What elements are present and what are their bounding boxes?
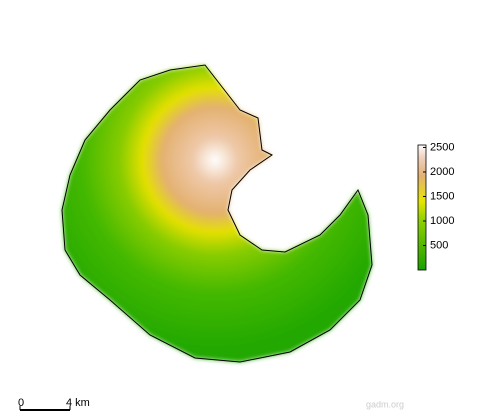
island-outline [61,64,373,363]
legend-tick-label: 500 [430,239,448,251]
island-elevation [62,65,372,362]
legend-tick-label: 2500 [430,141,454,153]
legend-tick-label: 2000 [430,166,454,178]
scale-end: 4 km [66,397,90,409]
legend-tick-label: 1000 [430,215,454,227]
color-bar [417,144,427,271]
legend: 500 1000 1500 2000 2500 [417,141,454,271]
scale-start: 0 [18,397,24,409]
legend-tick-label: 1500 [430,190,454,202]
source: gadm.org [366,399,404,409]
